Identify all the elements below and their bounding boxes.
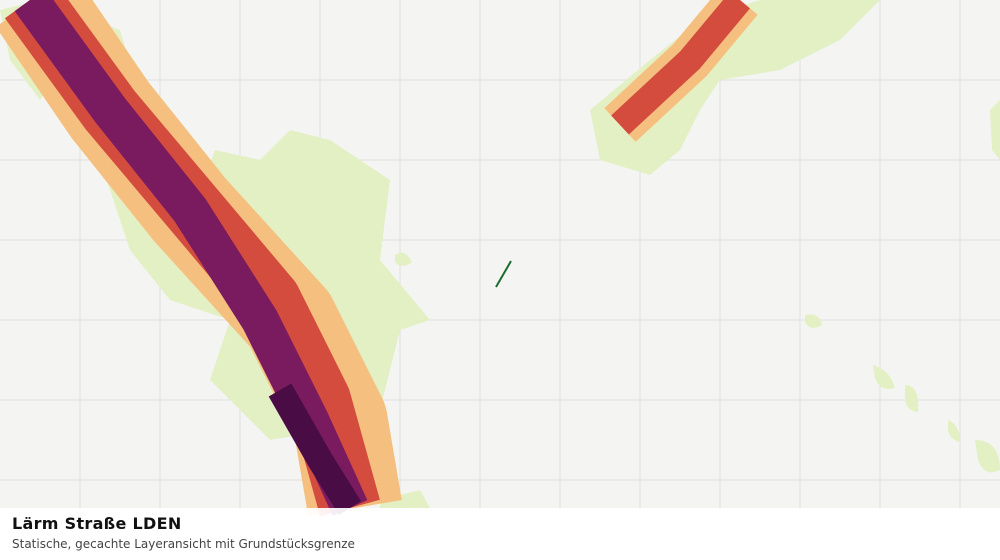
info-panel: Lärm Straße LDEN Statische, gecachte Lay… bbox=[0, 508, 1000, 560]
parcel-boundary bbox=[495, 260, 512, 288]
layer-title: Lärm Straße LDEN bbox=[12, 514, 182, 533]
noise-bands bbox=[0, 0, 758, 517]
layer-subtitle: Statische, gecachte Layeransicht mit Gru… bbox=[12, 537, 355, 551]
